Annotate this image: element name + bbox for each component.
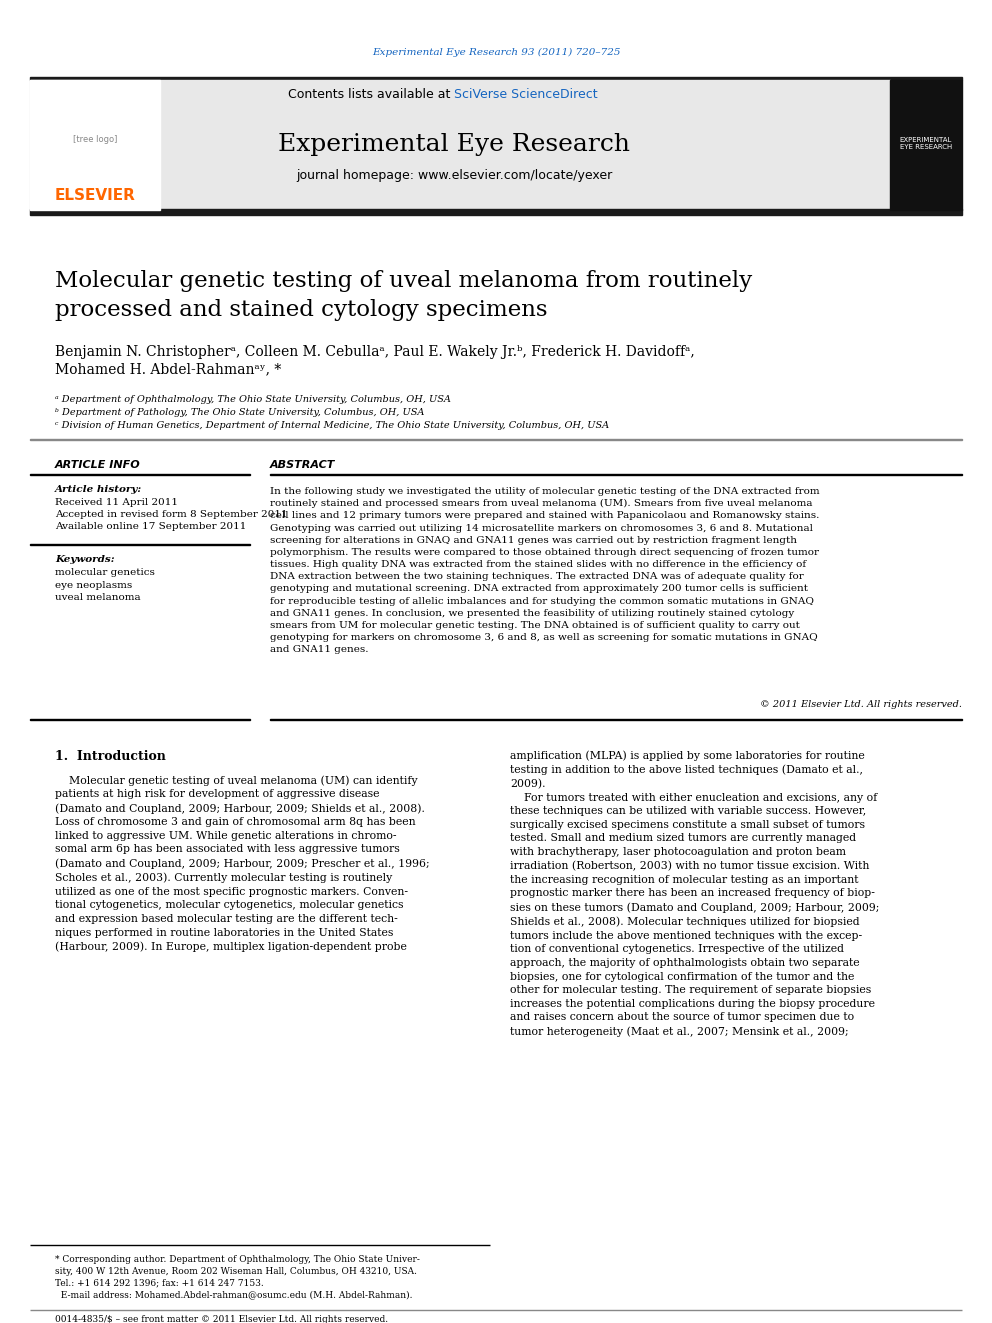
Text: * Corresponding author. Department of Ophthalmology, The Ohio State Univer-
sity: * Corresponding author. Department of Op… bbox=[55, 1256, 420, 1299]
Text: Molecular genetic testing of uveal melanoma from routinely
processed and stained: Molecular genetic testing of uveal melan… bbox=[55, 270, 752, 320]
Bar bbox=[30, 77, 962, 79]
Text: ABSTRACT: ABSTRACT bbox=[270, 460, 335, 470]
Text: ᵇ Department of Pathology, The Ohio State University, Columbus, OH, USA: ᵇ Department of Pathology, The Ohio Stat… bbox=[55, 407, 425, 417]
Text: Mohamed H. Abdel-Rahmanᵃʸ, *: Mohamed H. Abdel-Rahmanᵃʸ, * bbox=[55, 363, 282, 376]
Text: ARTICLE INFO: ARTICLE INFO bbox=[55, 460, 141, 470]
Text: Contents lists available at: Contents lists available at bbox=[288, 89, 454, 102]
Bar bbox=[30, 209, 962, 216]
Text: Experimental Eye Research 93 (2011) 720–725: Experimental Eye Research 93 (2011) 720–… bbox=[372, 48, 620, 57]
Text: EXPERIMENTAL
EYE RESEARCH: EXPERIMENTAL EYE RESEARCH bbox=[900, 138, 952, 149]
Text: Accepted in revised form 8 September 2011: Accepted in revised form 8 September 201… bbox=[55, 509, 288, 519]
Text: molecular genetics
eye neoplasms
uveal melanoma: molecular genetics eye neoplasms uveal m… bbox=[55, 568, 155, 602]
Text: Benjamin N. Christopherᵃ, Colleen M. Cebullaᵃ, Paul E. Wakely Jr.ᵇ, Frederick H.: Benjamin N. Christopherᵃ, Colleen M. Ceb… bbox=[55, 345, 694, 359]
Bar bbox=[890, 79, 962, 210]
Text: 0014-4835/$ – see front matter © 2011 Elsevier Ltd. All rights reserved.: 0014-4835/$ – see front matter © 2011 El… bbox=[55, 1315, 388, 1323]
Text: [tree logo]: [tree logo] bbox=[72, 135, 117, 144]
Text: Molecular genetic testing of uveal melanoma (UM) can identify
patients at high r: Molecular genetic testing of uveal melan… bbox=[55, 775, 430, 953]
Text: Received 11 April 2011: Received 11 April 2011 bbox=[55, 497, 178, 507]
Text: journal homepage: www.elsevier.com/locate/yexer: journal homepage: www.elsevier.com/locat… bbox=[296, 168, 612, 181]
Text: ELSEVIER: ELSEVIER bbox=[55, 188, 136, 202]
Text: 1.  Introduction: 1. Introduction bbox=[55, 750, 166, 763]
Text: In the following study we investigated the utility of molecular genetic testing : In the following study we investigated t… bbox=[270, 487, 819, 654]
Bar bbox=[35, 90, 155, 172]
Text: ᶜ Division of Human Genetics, Department of Internal Medicine, The Ohio State Un: ᶜ Division of Human Genetics, Department… bbox=[55, 421, 609, 430]
Text: ᵃ Department of Ophthalmology, The Ohio State University, Columbus, OH, USA: ᵃ Department of Ophthalmology, The Ohio … bbox=[55, 396, 451, 404]
Text: amplification (MLPA) is applied by some laboratories for routine
testing in addi: amplification (MLPA) is applied by some … bbox=[510, 750, 879, 1037]
Text: © 2011 Elsevier Ltd. All rights reserved.: © 2011 Elsevier Ltd. All rights reserved… bbox=[760, 700, 962, 709]
Text: Experimental Eye Research: Experimental Eye Research bbox=[278, 134, 630, 156]
Bar bbox=[30, 79, 160, 210]
Bar bbox=[30, 79, 890, 210]
Text: SciVerse ScienceDirect: SciVerse ScienceDirect bbox=[454, 89, 597, 102]
Text: Keywords:: Keywords: bbox=[55, 556, 115, 564]
Text: Article history:: Article history: bbox=[55, 486, 142, 493]
Text: Available online 17 September 2011: Available online 17 September 2011 bbox=[55, 523, 246, 531]
